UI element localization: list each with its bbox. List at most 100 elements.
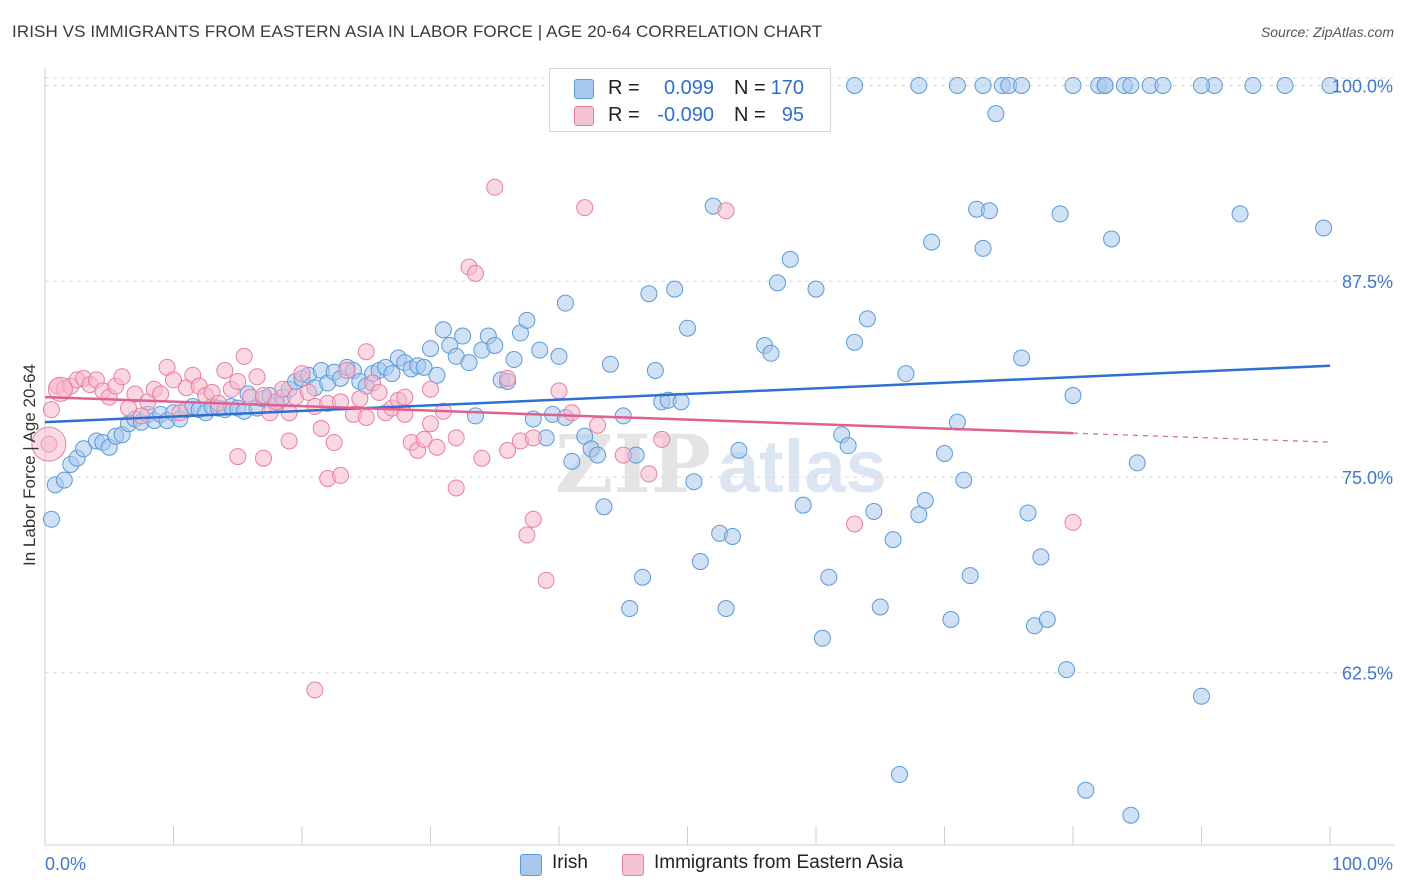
irish-point [781,250,799,268]
irish-point [916,491,934,509]
irish-point [1051,205,1069,223]
eastern-asia-point [447,429,465,447]
irish-point [505,351,523,369]
irish-point [434,321,452,339]
eastern-asia-swatch [574,106,594,126]
eastern-asia-point [47,376,73,402]
eastern-asia-point [396,388,414,406]
correlation-legend: R = 0.099 N = 170 R = -0.090 N = 95 [549,68,831,132]
eastern-asia-point [280,432,298,450]
irish-point [923,233,941,251]
irish-point [762,344,780,362]
r-label: R = [608,77,640,99]
irish-point [428,366,446,384]
eastern-asia-point [466,264,484,282]
eastern-asia-point [640,465,658,483]
irish-point [75,440,93,458]
irish-point [415,358,433,376]
irish-point [846,333,864,351]
irish-point [1077,781,1095,799]
irish-point [679,319,696,337]
eastern-asia-point [312,419,330,437]
chart-title: IRISH VS IMMIGRANTS FROM EASTERN ASIA IN… [12,22,823,41]
irish-point [942,610,960,628]
eastern-asia-point [357,343,375,361]
y-tick-label: 62.5% [1342,664,1393,684]
eastern-asia-point [152,385,170,403]
eastern-asia-point [524,429,542,447]
irish-point [794,496,812,514]
irish-point [646,362,664,380]
eastern-asia-point [550,382,568,400]
irish-point [1128,454,1146,472]
irish-point [518,311,536,329]
eastern-asia-point [299,383,317,401]
irish-point [1231,205,1249,223]
irish-point [1038,610,1056,628]
eastern-asia-point [216,362,234,380]
irish-point [948,76,966,94]
irish-point [1321,76,1339,94]
eastern-asia-point [589,416,607,434]
irish-point [486,336,504,354]
eastern-asia-point [325,434,343,452]
irish-point [1019,504,1037,522]
irish-point [974,76,992,94]
eastern-asia-point [248,368,266,386]
legend-row-irish: R = 0.099 N = 170 [550,75,830,101]
eastern-asia-point [357,408,375,426]
eastern-asia-point [229,448,247,466]
irish-trend-line [44,364,1331,424]
irish-point [807,280,825,298]
eastern-asia-point [447,479,465,497]
legend-label-eastern-asia: Immigrants from Eastern Asia [654,852,904,873]
r-value: 0.099 [663,77,714,99]
eastern-asia-point [370,383,388,401]
eastern-asia-point [428,438,446,456]
eastern-asia-point [518,526,536,544]
n-value: 95 [781,104,804,126]
y-tick-label: 75.0% [1342,468,1393,488]
irish-point [723,527,741,545]
irish-point [974,239,992,257]
watermark: ZIP atlas [555,417,887,511]
svg-text:atlas: atlas [718,425,887,508]
eastern-asia-swatch [622,854,644,876]
y-tick-label: 100.0% [1332,76,1393,96]
legend-row-eastern-asia: R = -0.090 N = 95 [550,102,830,128]
eastern-asia-point [422,415,439,433]
irish-point [768,274,786,292]
irish-point [1193,76,1210,94]
eastern-asia-point [306,681,324,699]
eastern-asia-point [274,380,292,398]
irish-point [820,568,838,586]
irish-point [865,502,883,520]
eastern-asia-point [717,202,735,220]
eastern-asia-point [254,449,272,467]
irish-point [891,766,909,784]
eastern-asia-point [486,178,504,196]
eastern-asia-point [31,426,67,462]
irish-point [839,437,857,455]
irish-point [672,393,690,411]
irish-point [1013,349,1031,367]
n-value: 170 [770,77,804,99]
irish-swatch [574,79,594,99]
irish-swatch [520,854,542,876]
source-credit: Source: ZipAtlas.com [1260,24,1394,40]
irish-point [1122,76,1140,94]
irish-point [1064,76,1082,94]
eastern-asia-point [614,446,632,464]
irish-point [910,76,928,94]
irish-point [55,471,73,489]
series-legend: Irish Immigrants from Eastern Asia [0,852,1406,878]
eastern-asia-point [171,404,189,422]
eastern-asia-point [499,369,517,387]
irish-point [987,105,1005,123]
irish-point [691,553,709,571]
irish-point [454,327,472,345]
irish-point [897,365,915,383]
irish-point [531,341,549,359]
eastern-asia-point [42,401,60,419]
eastern-asia-point [351,390,369,408]
